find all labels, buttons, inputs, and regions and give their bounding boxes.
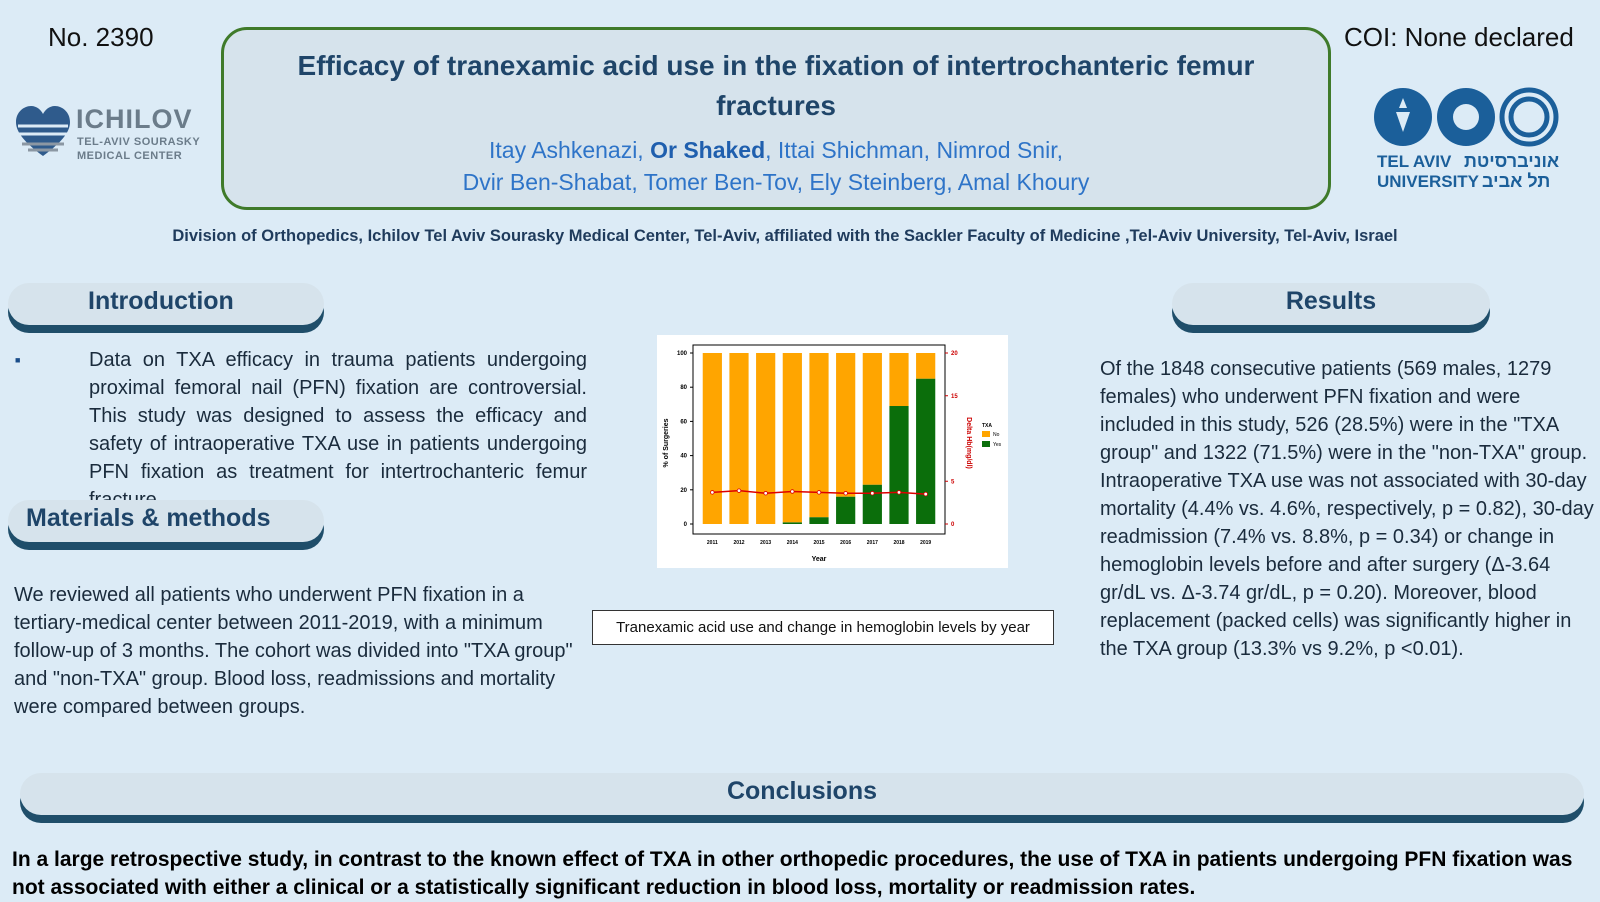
x-tick-label: 2012 — [733, 540, 744, 546]
chart-container: 2011 2012 2013 2014 2015 2016 2017 2018 2019 0 20 4… — [657, 335, 1008, 568]
ichilov-subtitle-1: TEL-AVIV SOURASKY — [77, 136, 201, 148]
results-header: Results — [1172, 283, 1490, 325]
poster-number: No. 2390 — [48, 22, 154, 52]
legend-label-no: No — [993, 432, 1000, 438]
figure-caption: Tranexamic acid use and change in hemogl… — [592, 610, 1054, 645]
bar-no-2016 — [836, 353, 856, 497]
y2-axis-label: Delta Hb(mg/dl) — [965, 417, 972, 469]
title-line-2: fractures — [716, 90, 836, 121]
bar-yes-2015 — [809, 517, 829, 524]
tau-name-en-1: TEL AVIV — [1377, 152, 1452, 171]
methods-text: We reviewed all patients who underwent P… — [14, 584, 573, 718]
legend: TXA No Yes — [982, 423, 1002, 448]
y-tick-label: 80 — [680, 385, 687, 391]
y2-tick-label: 20 — [951, 351, 958, 357]
affiliation: Division of Orthopedics, Ichilov Tel Avi… — [172, 227, 1398, 245]
ichilov-name: ICHILOV — [76, 104, 193, 134]
delta-hb-point — [843, 491, 848, 496]
title-line-1: Efficacy of tranexamic acid use in the f… — [297, 50, 1255, 81]
x-tick-label: 2014 — [787, 540, 798, 546]
tau-circles-icon — [1374, 87, 1559, 147]
delta-hb-point — [896, 490, 902, 495]
delta-hb-point — [923, 491, 928, 497]
y-tick-label: 100 — [677, 351, 688, 357]
bar-yes-2016 — [836, 496, 856, 524]
bar-no-2014 — [782, 353, 802, 523]
delta-hb-point — [710, 490, 715, 495]
author-group-c: , Ittai Shichman, Nimrod Snir, — [765, 137, 1063, 163]
x-tick-label: 2013 — [760, 540, 771, 546]
legend-title: TXA — [982, 423, 992, 429]
y-tick-label: 0 — [684, 522, 688, 528]
bar-yes-2018 — [889, 406, 909, 524]
methods-header: Materials & methods — [8, 500, 324, 542]
y-tick-label: 40 — [680, 454, 687, 460]
line-layer — [710, 488, 928, 497]
authors-line-2: Dvir Ben-Shabat, Tomer Ben-Tov, Ely Stei… — [462, 169, 1090, 195]
bar-no-2013 — [756, 353, 776, 524]
coi-statement: COI: None declared — [1344, 22, 1574, 52]
bar-no-2011 — [702, 353, 722, 524]
x-tick-label: 2011 — [707, 540, 718, 546]
delta-hb-point — [736, 488, 742, 493]
delta-hb-point — [763, 491, 768, 496]
ichilov-subtitle-2: MEDICAL CENTER — [77, 150, 183, 162]
x-tick-label: 2015 — [813, 540, 824, 546]
conclusions-header: Conclusions — [20, 773, 1584, 815]
delta-hb-point — [816, 490, 822, 495]
x-tick-label: 2016 — [840, 540, 851, 546]
legend-swatch-yes — [982, 441, 990, 447]
bullet-icon: ■ — [15, 355, 21, 365]
bars-layer — [702, 353, 936, 524]
legend-swatch-no — [982, 431, 990, 437]
introduction-header: Introduction — [8, 283, 324, 325]
poster-title: Efficacy of tranexamic acid use in the f… — [264, 46, 1288, 126]
bar-yes-2014 — [782, 522, 802, 524]
txa-chart: 2011 2012 2013 2014 2015 2016 2017 2018 20190204… — [663, 344, 1002, 563]
x-tick-label: 2018 — [893, 540, 904, 546]
x-axis-label: Year — [812, 556, 827, 563]
delta-hb-point — [870, 491, 875, 496]
bar-no-2015 — [809, 353, 829, 518]
y-axis-label: % of Surgeries — [663, 418, 670, 467]
author-group-a: Itay Ashkenazi, — [489, 137, 651, 163]
authors-line-1: Itay Ashkenazi, Or Shaked, Ittai Shichma… — [224, 134, 1328, 166]
tau-name-en-2: UNIVERSITY — [1377, 172, 1480, 191]
bar-no-2012 — [729, 353, 749, 524]
y-tick-label: 60 — [680, 419, 687, 425]
bar-yes-2019 — [916, 378, 936, 524]
y2-tick-label: 15 — [951, 394, 958, 400]
axis-layer: 2011 2012 2013 2014 2015 2016 2017 2018 20190204… — [677, 351, 958, 546]
ichilov-logo: ICHILOV TEL-AVIV SOURASKY MEDICAL CENTER — [14, 104, 204, 164]
bar-no-2018 — [889, 353, 909, 407]
bar-yes-2017 — [862, 484, 882, 524]
tau-logo: TEL AVIV UNIVERSITY אוניברסיטת תל אביב — [1372, 86, 1560, 196]
x-tick-label: 2017 — [867, 540, 878, 546]
results-text: Of the 1848 consecutive patients (569 ma… — [1100, 358, 1594, 660]
y2-tick-label: 0 — [951, 522, 955, 528]
y-tick-label: 20 — [680, 488, 687, 494]
conclusions-text: In a large retrospective study, in contr… — [12, 848, 1573, 899]
tau-name-he-2: תל אביב — [1482, 171, 1551, 191]
bar-no-2019 — [916, 353, 936, 379]
presenting-author: Or Shaked — [650, 137, 766, 163]
title-box: Efficacy of tranexamic acid use in the f… — [221, 27, 1331, 210]
x-tick-label: 2019 — [920, 540, 931, 546]
ichilov-heart-icon — [16, 106, 70, 156]
tau-name-he-1: אוניברסיטת — [1464, 151, 1560, 171]
legend-label-yes: Yes — [993, 442, 1002, 448]
y2-tick-label: 5 — [951, 479, 955, 485]
delta-hb-point — [790, 489, 795, 494]
introduction-text: Data on TXA efficacy in trauma patients … — [89, 349, 587, 511]
plot-frame — [692, 344, 946, 535]
bar-no-2017 — [862, 353, 882, 485]
